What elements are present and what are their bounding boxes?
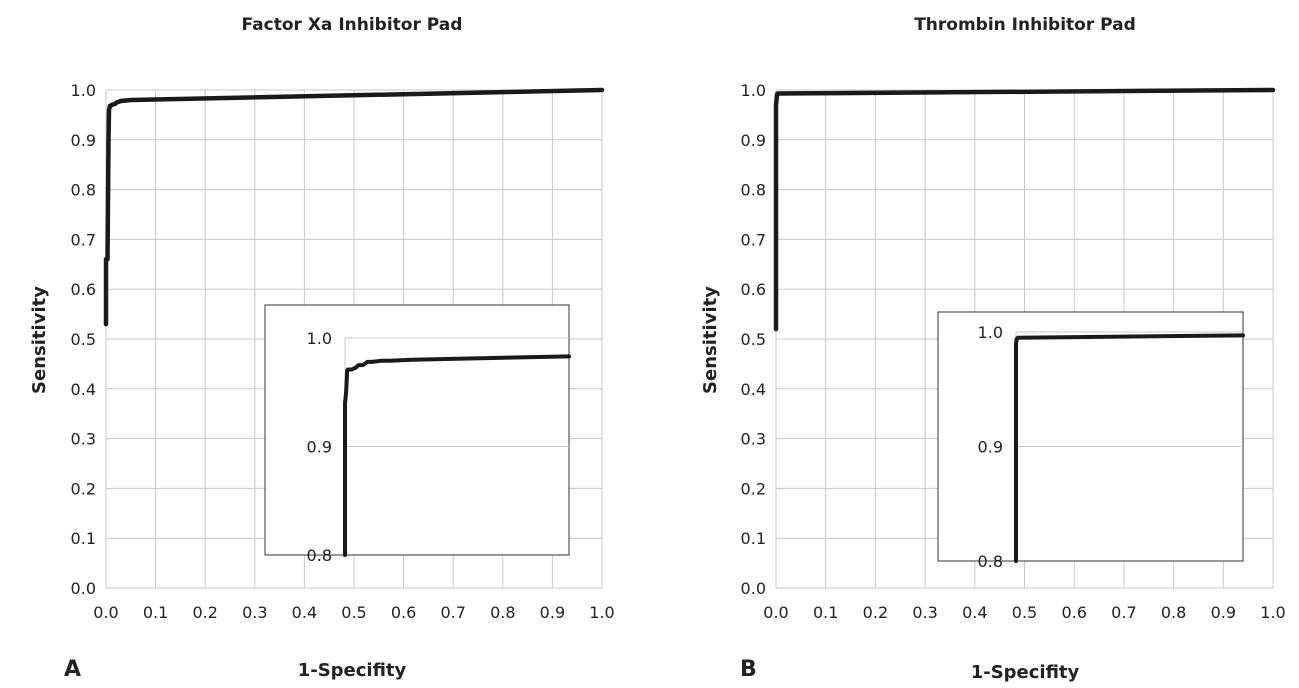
panel-b-y-tick-label: 0.8 [741,181,766,200]
panel-a-x-tick-label: 0.0 [93,603,118,622]
panel-a-inset-roc-curve [343,354,571,557]
panel-b-inset-frame [937,311,1244,562]
panel-a-letter: A [64,657,81,682]
panel-a-x-tick-label: 0.8 [490,603,515,622]
panel-b-x-tick-label: 0.6 [1061,603,1086,622]
panel-a-inset-y-tick-label: 0.9 [307,438,332,457]
panel-a: Factor Xa Inhibitor Pad 0.0 0.1 0.2 0.3 0.4 0… [29,15,615,682]
panel-b-y-tick-label: 0.0 [741,579,766,598]
panel-a-y-tick-label: 0.5 [71,330,96,349]
panel-b-x-tick-label: 0.5 [1012,603,1037,622]
panel-b-x-axis-label: 1-Specifity [971,662,1080,683]
panel-b-x-tick-label: 0.4 [962,603,987,622]
panel-b-inset-y-tick-label: 0.9 [978,438,1003,457]
panel-b-y-tick-label: 0.5 [741,330,766,349]
panel-a-y-tick-label: 0.7 [71,230,96,249]
panel-b-letter: B [740,657,757,682]
panel-b-x-tick-label: 0.3 [912,603,937,622]
panel-a-inset: 1.0 0.9 0.8 [264,304,571,565]
panel-a-y-tick-label: 1.0 [71,81,96,100]
panel-b-roc-curve [773,87,1276,332]
panel-b-inset-roc-curve [1014,333,1245,563]
panel-a-roc-curve [103,87,605,327]
panel-a-x-ticks: 0.0 0.1 0.2 0.3 0.4 0.5 0.6 0.7 0.8 0.9 1.0 [93,603,614,622]
panel-a-inset-y-tick-label: 1.0 [307,329,332,348]
panel-a-x-tick-label: 1.0 [589,603,614,622]
panel-a-y-axis-label: Sensitivity [29,286,50,394]
panel-b-y-tick-label: 1.0 [741,81,766,100]
panel-b-x-tick-label: 0.2 [863,603,888,622]
panel-a-x-tick-label: 0.5 [341,603,366,622]
panel-a-x-tick-label: 0.6 [391,603,416,622]
panel-a-y-tick-label: 0.8 [71,181,96,200]
panel-a-x-tick-label: 0.9 [540,603,565,622]
panel-b-y-ticks: 0.0 0.1 0.2 0.3 0.4 0.5 0.6 0.7 0.8 0.9 1.0 [741,81,766,598]
panel-a-x-tick-label: 0.2 [192,603,217,622]
panel-a-y-tick-label: 0.1 [71,529,96,548]
panel-b-inset-y-tick-label: 1.0 [978,323,1003,342]
panel-b-x-tick-label: 0.1 [813,603,838,622]
panel-a-inset-y-tick-label: 0.8 [307,546,332,565]
panel-b-y-tick-label: 0.7 [741,230,766,249]
panel-b-title: Thrombin Inhibitor Pad [914,15,1136,35]
panel-b: Thrombin Inhibitor Pad 0.0 0.1 0.2 0.3 0.4 0.… [700,15,1286,683]
panel-a-x-tick-label: 0.1 [143,603,168,622]
panel-b-y-tick-label: 0.2 [741,479,766,498]
panel-a-y-tick-label: 0.3 [71,430,96,449]
panel-b-y-tick-label: 0.9 [741,131,766,150]
panel-b-y-tick-label: 0.3 [741,430,766,449]
panel-a-x-tick-label: 0.4 [292,603,317,622]
panel-a-x-tick-label: 0.3 [242,603,267,622]
panel-a-x-axis-label: 1-Specifity [298,660,407,681]
panel-a-title: Factor Xa Inhibitor Pad [242,15,463,35]
panel-b-inset-y-tick-label: 0.8 [978,552,1003,571]
panel-a-y-tick-label: 0.2 [71,479,96,498]
panel-b-y-tick-label: 0.6 [741,280,766,299]
panel-a-y-tick-label: 0.4 [71,380,96,399]
panel-b-x-tick-label: 0.9 [1211,603,1236,622]
panel-a-y-tick-label: 0.0 [71,579,96,598]
panel-b-x-tick-label: 1.0 [1260,603,1285,622]
panel-a-x-tick-label: 0.7 [440,603,465,622]
panel-b-x-tick-label: 0.7 [1111,603,1136,622]
panel-b-x-tick-label: 0.8 [1161,603,1186,622]
panel-a-inset-frame [264,304,570,556]
panel-b-x-ticks: 0.0 0.1 0.2 0.3 0.4 0.5 0.6 0.7 0.8 0.9 1.0 [763,603,1285,622]
panel-b-x-tick-label: 0.0 [763,603,788,622]
panel-b-inset: 1.0 0.9 0.8 [937,311,1245,571]
panel-b-y-tick-label: 0.1 [741,529,766,548]
panel-a-y-tick-label: 0.6 [71,280,96,299]
panel-a-y-tick-label: 0.9 [71,131,96,150]
panel-b-y-tick-label: 0.4 [741,380,766,399]
panel-a-y-ticks: 0.0 0.1 0.2 0.3 0.4 0.5 0.6 0.7 0.8 0.9 1.0 [71,81,96,598]
panel-b-y-axis-label: Sensitivity [700,286,721,394]
